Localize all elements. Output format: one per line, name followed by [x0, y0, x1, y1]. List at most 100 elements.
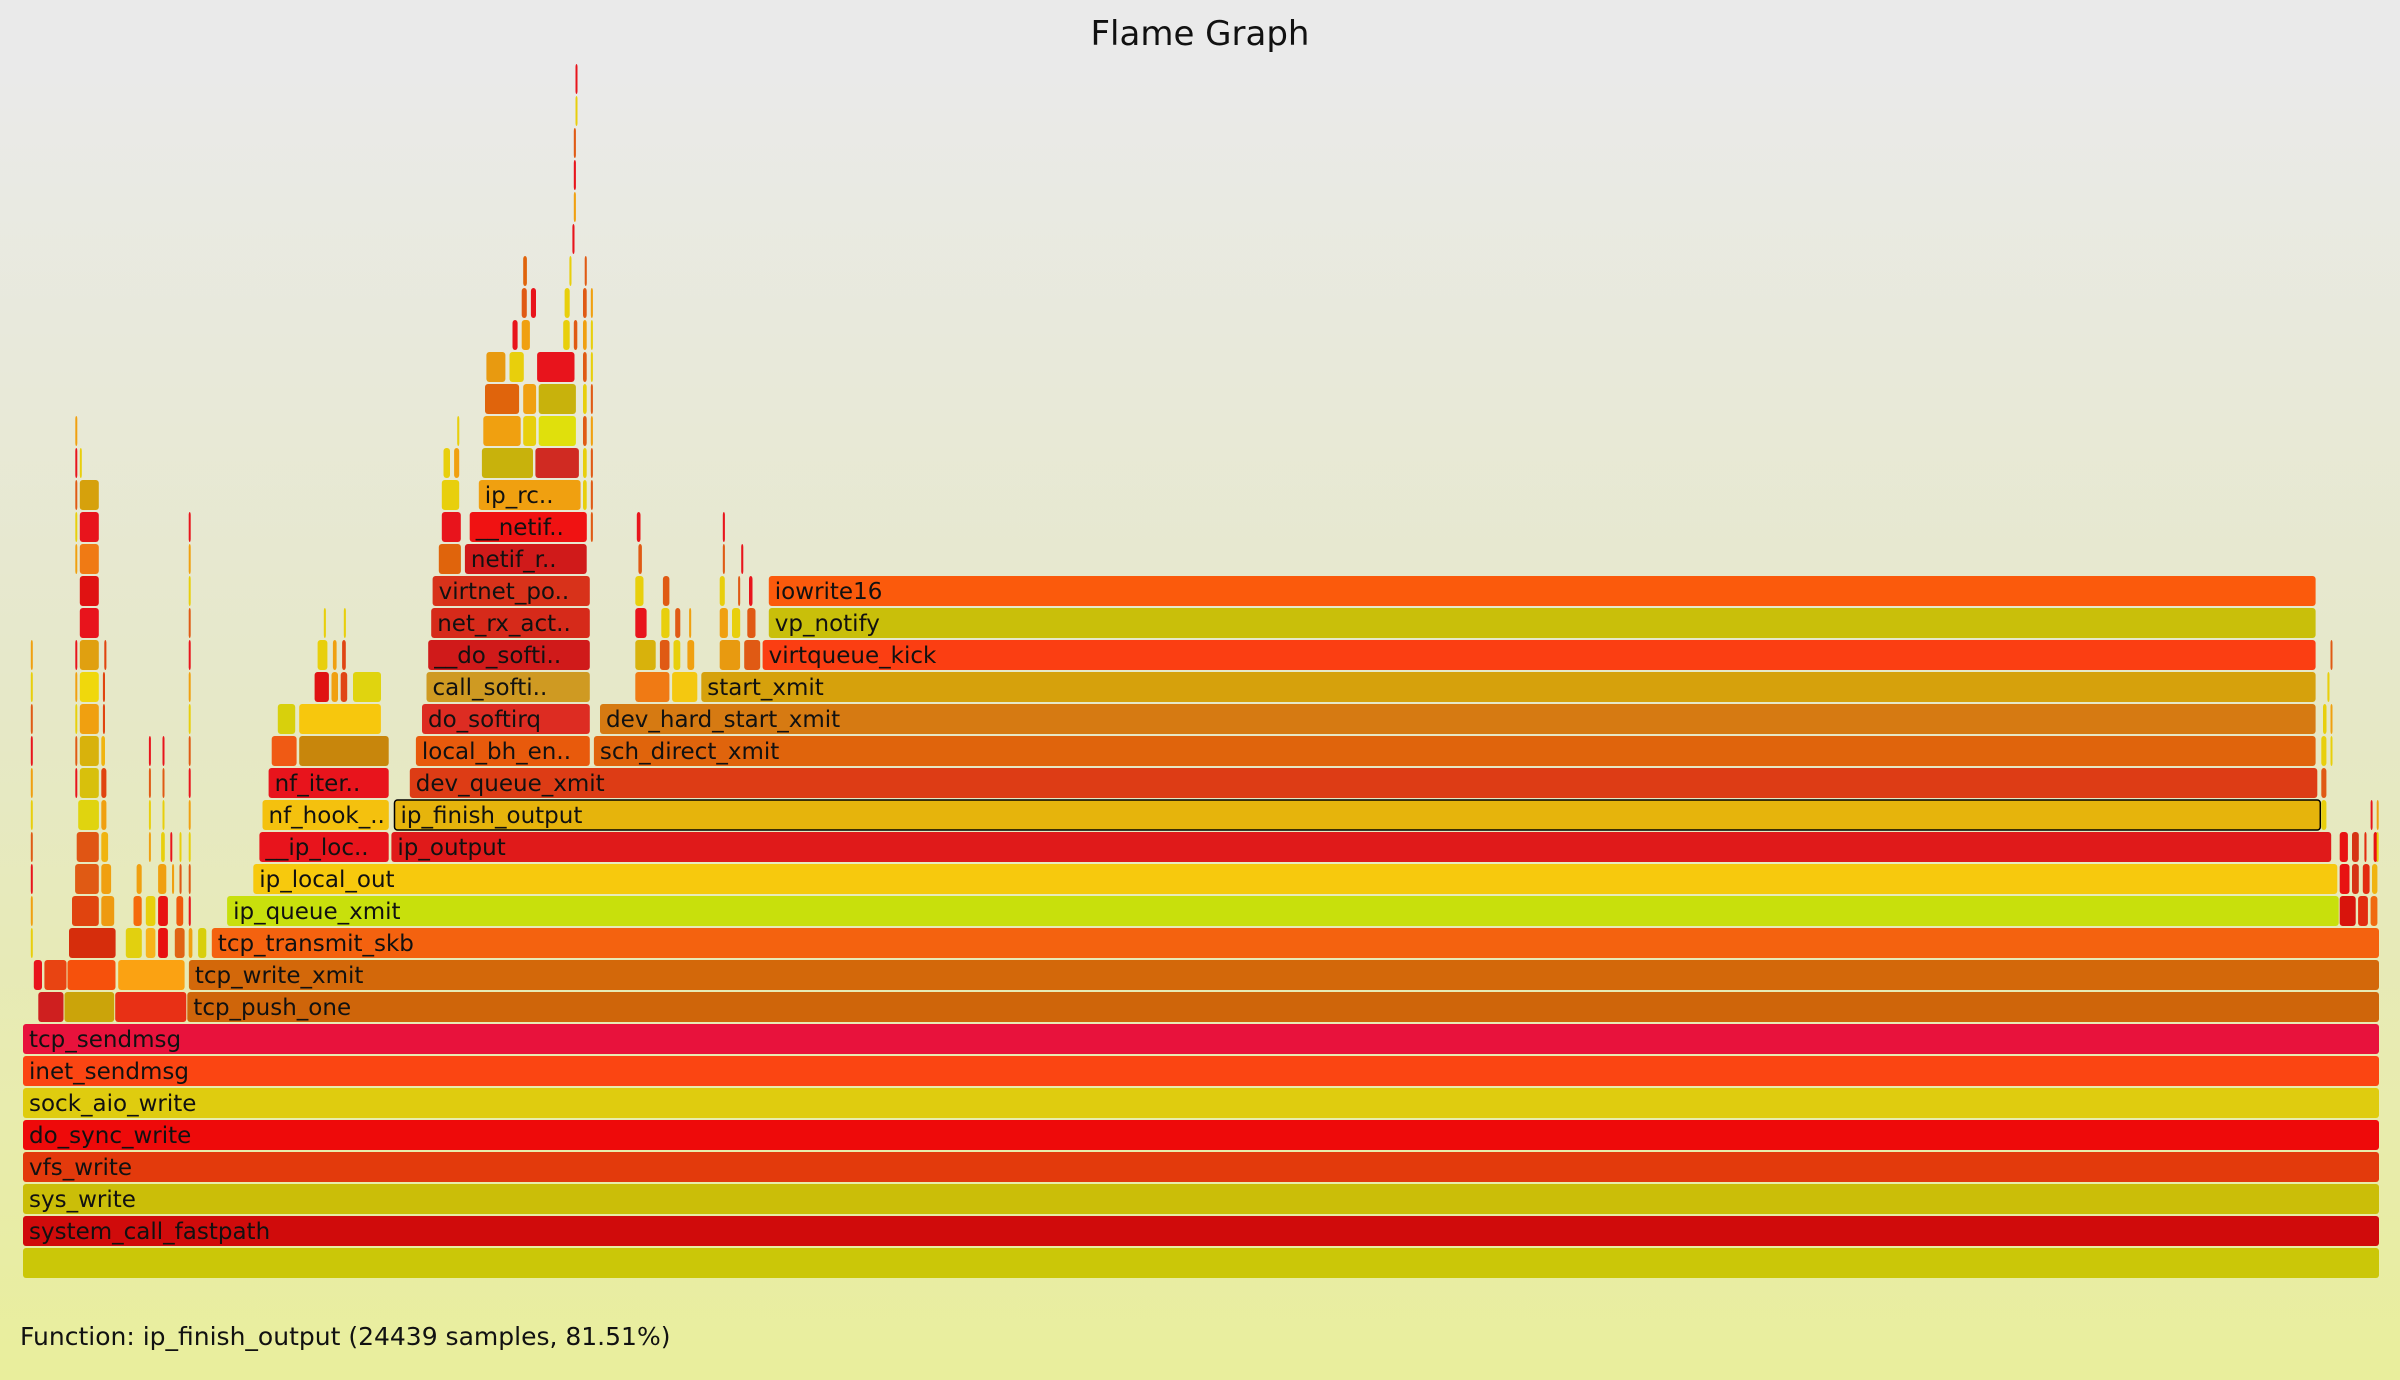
flame-frame[interactable] — [30, 736, 33, 766]
flame-frame[interactable] — [188, 832, 191, 862]
flame-frame[interactable] — [340, 672, 348, 702]
flame-frame[interactable] — [732, 608, 741, 638]
flame-frame-bar[interactable] — [30, 928, 33, 958]
flame-frame[interactable] — [2362, 864, 2370, 894]
flame-frame-bar[interactable] — [188, 704, 191, 734]
flame-frame-bar[interactable] — [572, 224, 575, 254]
flame-frame-bar[interactable] — [569, 256, 572, 286]
flame-frame[interactable]: tcp_push_one — [187, 992, 2379, 1022]
flame-frame[interactable] — [158, 896, 168, 926]
flame-frame[interactable] — [101, 832, 109, 862]
flame-frame-bar[interactable] — [431, 608, 590, 638]
flame-frame[interactable]: virtqueue_kick — [762, 640, 2316, 670]
flame-frame-bar[interactable] — [188, 608, 191, 638]
flame-frame-bar[interactable] — [75, 736, 78, 766]
flame-frame[interactable] — [457, 416, 460, 446]
flame-frame-bar[interactable] — [2373, 832, 2378, 862]
flame-frame-bar[interactable] — [523, 416, 537, 446]
flame-frame[interactable] — [30, 896, 33, 926]
flame-frame-bar[interactable] — [457, 416, 460, 446]
flame-frame[interactable] — [148, 800, 151, 830]
flame-frame-bar[interactable] — [509, 352, 524, 382]
flame-frame[interactable]: ip_rc.. — [478, 480, 581, 510]
flame-frame[interactable] — [523, 384, 537, 414]
flame-frame[interactable] — [661, 608, 670, 638]
flame-frame-bar[interactable] — [464, 544, 587, 574]
flame-frame[interactable] — [101, 896, 115, 926]
flame-graph[interactable]: system_call_fastpath sys_write vfs_write do… — [0, 0, 2400, 1340]
flame-frame-bar[interactable] — [30, 672, 33, 702]
flame-frame[interactable] — [188, 800, 191, 830]
flame-frame-bar[interactable] — [689, 608, 692, 638]
flame-frame[interactable] — [102, 672, 105, 702]
flame-frame[interactable] — [535, 448, 579, 478]
flame-frame-bar[interactable] — [145, 928, 156, 958]
flame-frame-bar[interactable] — [523, 384, 537, 414]
flame-frame[interactable] — [573, 320, 578, 350]
flame-frame-bar[interactable] — [323, 608, 326, 638]
flame-frame-bar[interactable] — [188, 800, 191, 830]
flame-frame[interactable] — [2330, 736, 2333, 766]
flame-frame-bar[interactable] — [79, 576, 99, 606]
flame-frame[interactable] — [332, 640, 337, 670]
flame-frame[interactable] — [509, 352, 524, 382]
flame-frame[interactable] — [145, 896, 156, 926]
flame-frame-bar[interactable] — [575, 96, 578, 126]
flame-frame[interactable] — [2327, 672, 2330, 702]
flame-frame-bar[interactable] — [2370, 800, 2373, 830]
flame-frame-bar[interactable] — [67, 960, 116, 990]
flame-frame-bar[interactable] — [635, 640, 656, 670]
flame-frame-bar[interactable] — [635, 576, 644, 606]
flame-frame-bar[interactable] — [722, 512, 725, 542]
flame-frame[interactable] — [719, 608, 728, 638]
flame-frame[interactable] — [438, 544, 461, 574]
flame-frame[interactable] — [564, 288, 570, 318]
flame-frame[interactable] — [38, 992, 64, 1022]
flame-frame-bar[interactable] — [158, 896, 168, 926]
flame-frame-bar[interactable] — [268, 768, 389, 798]
flame-frame-bar[interactable] — [2321, 768, 2327, 798]
flame-frame-bar[interactable] — [317, 640, 328, 670]
flame-frame-bar[interactable] — [636, 512, 641, 542]
flame-frame-bar[interactable] — [590, 416, 593, 446]
flame-frame[interactable] — [188, 672, 191, 702]
flame-frame-bar[interactable] — [2327, 672, 2330, 702]
flame-frame[interactable]: sch_direct_xmit — [593, 736, 2316, 766]
flame-frame-bar[interactable] — [2339, 832, 2348, 862]
flame-frame[interactable] — [687, 640, 695, 670]
flame-frame[interactable] — [2339, 864, 2350, 894]
flame-frame[interactable] — [101, 864, 112, 894]
flame-frame[interactable] — [636, 512, 641, 542]
flame-frame[interactable] — [530, 288, 536, 318]
flame-frame-bar[interactable] — [741, 544, 744, 574]
flame-frame-bar[interactable] — [188, 512, 191, 542]
flame-frame[interactable]: dev_queue_xmit — [409, 768, 2318, 798]
flame-frame-bar[interactable] — [30, 896, 33, 926]
flame-frame[interactable] — [176, 896, 184, 926]
flame-frame-bar[interactable] — [162, 800, 165, 830]
flame-frame-bar[interactable] — [564, 288, 570, 318]
flame-frame-bar[interactable] — [30, 864, 33, 894]
flame-frame-bar[interactable] — [747, 608, 756, 638]
flame-frame-bar[interactable] — [188, 576, 191, 606]
flame-frame[interactable] — [454, 448, 460, 478]
flame-frame-bar[interactable] — [299, 704, 381, 734]
flame-frame[interactable] — [30, 704, 33, 734]
flame-frame-bar[interactable] — [454, 448, 460, 478]
flame-frame-bar[interactable] — [75, 704, 78, 734]
flame-frame[interactable]: sock_aio_write — [23, 1088, 2379, 1118]
flame-frame-bar[interactable] — [172, 864, 175, 894]
flame-frame-bar[interactable] — [148, 736, 151, 766]
flame-frame-bar[interactable] — [738, 576, 741, 606]
flame-frame[interactable] — [188, 512, 191, 542]
flame-frame-bar[interactable] — [583, 320, 587, 350]
flame-frame-bar[interactable] — [768, 608, 2316, 638]
flame-frame-bar[interactable] — [590, 352, 593, 382]
flame-frame[interactable] — [104, 640, 107, 670]
flame-frame[interactable] — [573, 160, 576, 190]
flame-frame[interactable] — [162, 768, 165, 798]
flame-frame-bar[interactable] — [125, 928, 142, 958]
flame-frame-bar[interactable] — [593, 736, 2316, 766]
flame-frame[interactable] — [198, 928, 207, 958]
flame-frame[interactable]: tcp_sendmsg — [23, 1024, 2379, 1054]
